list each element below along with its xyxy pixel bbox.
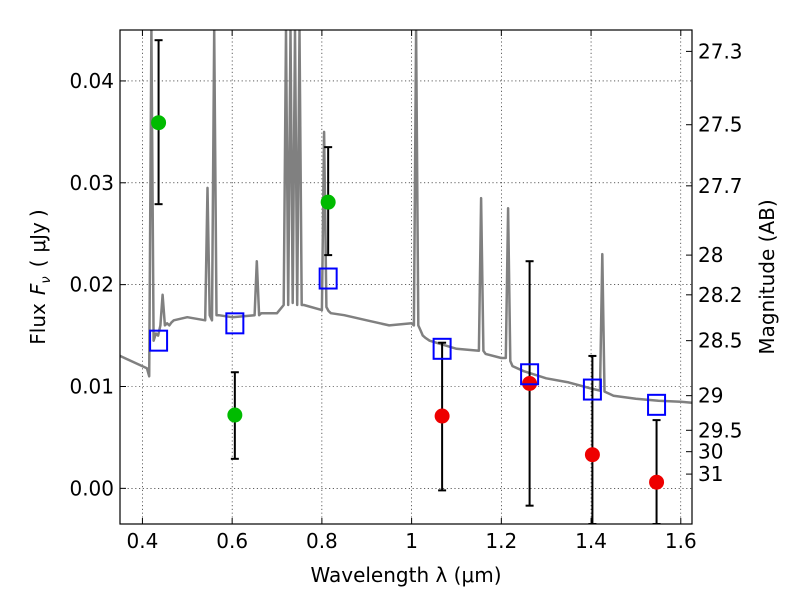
x-tick-label: 1.2 [485, 529, 517, 553]
data-point [320, 194, 336, 210]
y-right-tick-label: 28.2 [698, 283, 743, 307]
model-square [432, 337, 452, 360]
model-square [149, 329, 169, 352]
model-square [647, 393, 667, 416]
y-axis-label: FluxFν(μJy) [26, 209, 54, 344]
y-right-tick-label: 28 [698, 243, 723, 267]
y-right-tick-label: 27.7 [698, 174, 743, 198]
plot-area [120, 30, 692, 524]
x-tick-label: 0.6 [216, 529, 248, 553]
x-axis-label: Wavelength λ (μm) [310, 563, 501, 587]
y-tick-label: 0.00 [69, 476, 114, 500]
x-tick-label: 0.8 [306, 529, 338, 553]
model-square [225, 312, 245, 335]
data-point [584, 447, 600, 463]
y-right-tick-label: 27.5 [698, 113, 743, 137]
x-tick-label: 1.4 [575, 529, 607, 553]
y-right-tick-label: 29 [698, 384, 723, 408]
y-right-tick-label: 27.3 [698, 39, 743, 63]
y-tick-label: 0.02 [69, 273, 114, 297]
model-square [582, 378, 602, 401]
data-point [649, 474, 665, 490]
data-point [434, 408, 450, 424]
x-tick-label: 1 [405, 529, 418, 553]
y-axis-right-label: Magnitude (AB) [755, 199, 779, 354]
x-tick-label: 1.6 [665, 529, 697, 553]
x-tick-label: 0.4 [127, 529, 159, 553]
model-square [520, 363, 540, 386]
y-right-tick-label: 29.5 [698, 418, 743, 442]
y-right-tick-label: 28.5 [698, 329, 743, 353]
spectrum-line [120, 30, 692, 405]
data-point [227, 407, 243, 423]
y-tick-label: 0.01 [69, 374, 114, 398]
model-square [318, 267, 338, 290]
data-point [151, 115, 167, 131]
y-right-tick-label: 31 [698, 462, 723, 486]
y-tick-label: 0.04 [69, 69, 114, 93]
y-right-tick-label: 30 [698, 440, 723, 464]
axis-ticks: 0.4 0.6 0.8 1 1.2 1.4 1.6 0.00 0.01 0.02 0.03 0.04 2… [69, 30, 743, 553]
plot-frame [119, 29, 693, 525]
y-tick-label: 0.03 [69, 171, 114, 195]
